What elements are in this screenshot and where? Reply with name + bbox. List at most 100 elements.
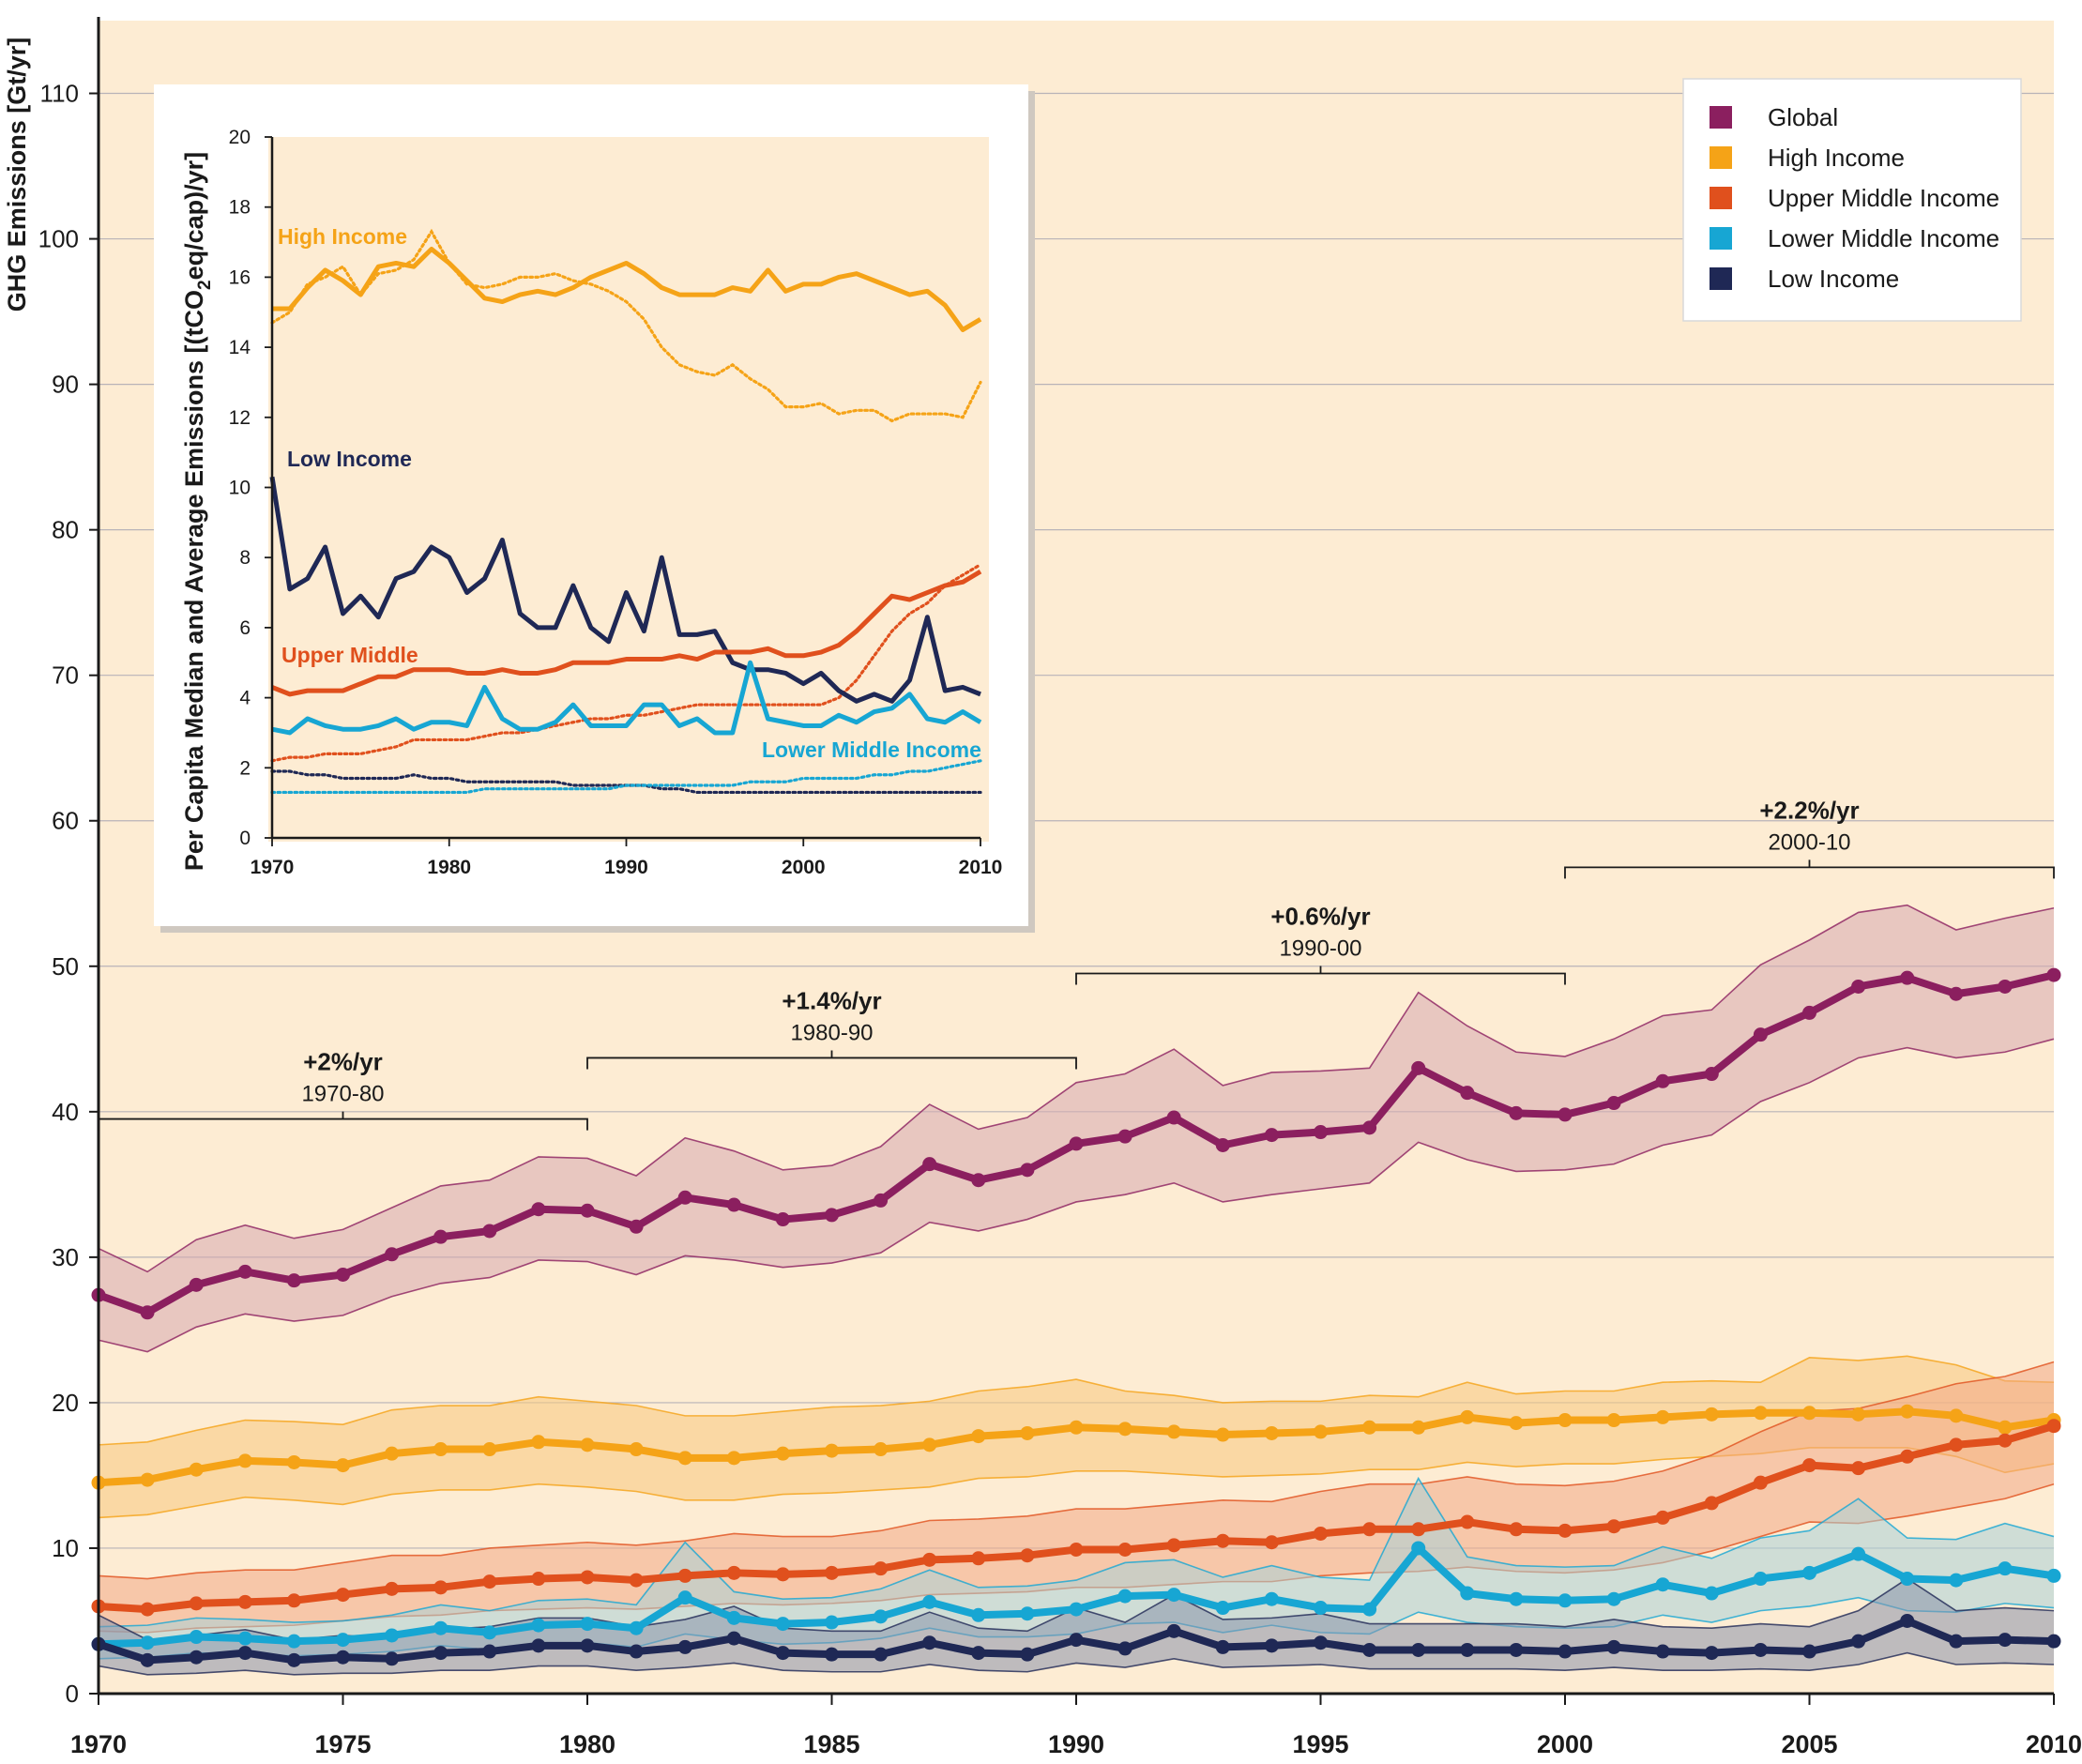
point-lower-middle-income-1988 — [971, 1607, 986, 1622]
point-low-income-1978 — [482, 1644, 497, 1659]
inset-average-5 — [270, 563, 982, 763]
point-lower-middle-income-1999 — [1509, 1591, 1524, 1606]
point-low-income-2005 — [1802, 1644, 1816, 1659]
point-global-1989 — [1020, 1163, 1035, 1178]
point-upper-middle-income-1984 — [775, 1567, 790, 1582]
point-upper-middle-income-1973 — [237, 1594, 252, 1609]
x-tick-label-1985: 1985 — [803, 1730, 859, 1758]
point-global-2002 — [1655, 1073, 1670, 1088]
inset-y-tick-label-8: 8 — [239, 547, 251, 569]
point-upper-middle-income-1990 — [1069, 1543, 1084, 1558]
point-lower-middle-income-1989 — [1020, 1606, 1035, 1621]
point-upper-middle-income-1995 — [1314, 1526, 1328, 1541]
point-high-income-1972 — [189, 1462, 204, 1477]
point-global-1972 — [189, 1277, 204, 1292]
point-lower-middle-income-1975 — [336, 1633, 350, 1648]
growth-annotations: +2%/yr 1970-80 +1.4%/yr 1980-90 +0.6%/yr 1990… — [98, 796, 2055, 1131]
point-low-income-1985 — [825, 1647, 839, 1662]
point-high-income-1984 — [775, 1446, 790, 1461]
point-high-income-1982 — [677, 1451, 692, 1466]
point-global-1987 — [922, 1157, 937, 1172]
point-upper-middle-income-1975 — [336, 1588, 350, 1603]
legend-swatch-low-income — [1710, 267, 1732, 290]
point-upper-middle-income-1996 — [1362, 1522, 1377, 1537]
inset-y-tick-label-6: 6 — [239, 617, 251, 639]
annotation-period-1990-00: 1990-00 — [1279, 936, 1361, 962]
point-low-income-1971 — [140, 1652, 155, 1667]
point-lower-middle-income-1987 — [922, 1594, 937, 1609]
point-upper-middle-income-1979 — [531, 1572, 546, 1587]
point-lower-middle-income-1994 — [1264, 1591, 1279, 1606]
point-high-income-1992 — [1166, 1424, 1181, 1439]
point-global-1997 — [1411, 1060, 1426, 1075]
point-low-income-2004 — [1753, 1642, 1768, 1657]
point-lower-middle-income-1973 — [237, 1631, 252, 1646]
bracket-1990-00 — [1075, 966, 1566, 985]
point-global-1984 — [775, 1212, 790, 1227]
inset-x-tick-label-1990: 1990 — [604, 857, 648, 878]
point-low-income-2010 — [2046, 1634, 2061, 1649]
point-upper-middle-income-2002 — [1655, 1510, 1670, 1525]
point-upper-middle-income-1972 — [189, 1596, 204, 1611]
point-low-income-2007 — [1900, 1613, 1915, 1628]
inset-label-lower-middle-income: Lower Middle Income — [762, 738, 981, 762]
point-low-income-2003 — [1704, 1646, 1719, 1661]
inset-x-tick-label-2000: 2000 — [782, 857, 826, 878]
point-high-income-2004 — [1753, 1406, 1768, 1421]
point-global-1993 — [1215, 1137, 1230, 1152]
point-lower-middle-income-1977 — [433, 1620, 448, 1635]
point-upper-middle-income-1981 — [629, 1573, 644, 1588]
point-lower-middle-income-1979 — [531, 1618, 546, 1633]
point-low-income-1977 — [433, 1646, 448, 1661]
point-global-1975 — [336, 1267, 350, 1282]
point-upper-middle-income-2008 — [1949, 1437, 1964, 1452]
point-high-income-1983 — [726, 1451, 741, 1466]
point-low-income-1997 — [1411, 1642, 1426, 1657]
y-tick-label-90: 90 — [52, 371, 79, 399]
inset-average-1 — [270, 228, 982, 423]
y-tick-label-10: 10 — [52, 1534, 79, 1562]
point-low-income-1993 — [1215, 1639, 1230, 1654]
inset-ylabel-part-2: eq/cap)/yr] — [180, 152, 208, 281]
point-upper-middle-income-1988 — [971, 1551, 986, 1566]
x-tick-label-1975: 1975 — [314, 1730, 371, 1758]
point-high-income-1997 — [1411, 1420, 1426, 1435]
point-low-income-1990 — [1069, 1633, 1084, 1648]
legend-label-upper-middle-income: Upper Middle Income — [1768, 184, 1999, 212]
bracket-1980-90 — [586, 1050, 1077, 1070]
point-low-income-1999 — [1509, 1642, 1524, 1657]
point-low-income-1972 — [189, 1650, 204, 1665]
point-upper-middle-income-1993 — [1215, 1533, 1230, 1548]
point-low-income-1984 — [775, 1646, 790, 1661]
legend-label-global: Global — [1768, 103, 1838, 131]
x-tick-label-1980: 1980 — [559, 1730, 615, 1758]
legend-swatch-global — [1710, 106, 1732, 129]
point-low-income-1976 — [385, 1651, 400, 1666]
legend-box — [1682, 78, 2022, 322]
inset-median-low-income — [269, 476, 981, 704]
point-global-1978 — [482, 1224, 497, 1239]
point-low-income-1986 — [874, 1647, 889, 1662]
point-high-income-1973 — [237, 1453, 252, 1468]
point-global-1986 — [874, 1193, 889, 1208]
point-high-income-2009 — [1998, 1420, 2013, 1435]
point-low-income-1998 — [1460, 1642, 1475, 1657]
point-low-income-1996 — [1362, 1642, 1377, 1657]
point-high-income-1995 — [1314, 1424, 1328, 1439]
point-lower-middle-income-2000 — [1558, 1593, 1573, 1608]
band-lower-low-income — [98, 1651, 2055, 1676]
inset-y-tick-label-10: 10 — [229, 478, 251, 499]
point-high-income-1989 — [1020, 1425, 1035, 1440]
point-low-income-1975 — [336, 1650, 350, 1665]
point-upper-middle-income-1971 — [140, 1602, 155, 1617]
point-upper-middle-income-1980 — [580, 1570, 595, 1585]
inset-average-7 — [270, 759, 982, 795]
point-high-income-1987 — [922, 1437, 937, 1452]
point-global-1981 — [629, 1219, 644, 1234]
legend: Global High Income Upper Middle Income Lowe… — [1682, 78, 2022, 322]
point-global-2007 — [1900, 970, 1915, 985]
point-upper-middle-income-1992 — [1166, 1538, 1181, 1553]
point-global-1992 — [1166, 1110, 1181, 1125]
point-high-income-1988 — [971, 1429, 986, 1444]
point-lower-middle-income-1971 — [140, 1635, 155, 1650]
